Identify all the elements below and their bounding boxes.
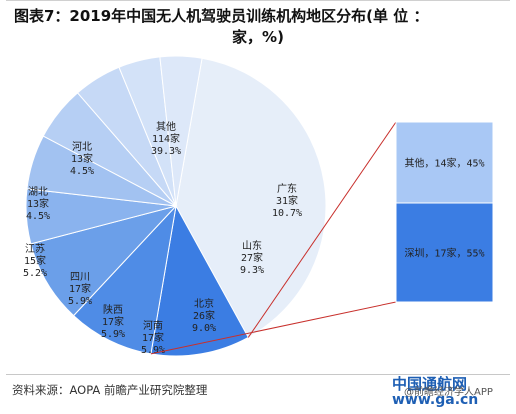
slice-label-0: 其他 114家 39.3% bbox=[151, 120, 181, 157]
connector-line-0 bbox=[247, 121, 397, 338]
slice-label-1: 广东 31家 10.7% bbox=[272, 182, 302, 219]
pie-slice-2 bbox=[72, 204, 177, 355]
slice-label-9: 河北 13家 4.5% bbox=[70, 141, 94, 177]
breakdown-label-1: 深圳，17家，55% bbox=[404, 247, 484, 260]
slice-label-8: 湖北 13家 4.5% bbox=[26, 186, 50, 222]
slice-label-4: 河南 17家 5.9% bbox=[141, 319, 165, 356]
pie-slice-1 bbox=[150, 204, 249, 357]
slice-label-5: 陕西 17家 5.9% bbox=[101, 303, 125, 340]
source-note: 资料来源：AOPA 前瞻产业研究院整理 bbox=[12, 383, 208, 397]
watermark-url: www.ga.cn bbox=[392, 392, 479, 408]
breakdown-label-0: 其他，14家，45% bbox=[404, 157, 484, 170]
pie-slice-9 bbox=[159, 55, 203, 207]
pie-slice-3 bbox=[30, 205, 178, 317]
chart-title-line1: 图表7：2019年中国无人机驾驶员训练机构地区分布(单 位 ： bbox=[14, 7, 429, 25]
bottom-rule bbox=[6, 374, 510, 375]
breakdown-bar: 其他，14家，45% 深圳，17家，55% bbox=[395, 121, 494, 303]
watermark-app-name: @前瞻经济学人APP bbox=[404, 387, 493, 398]
pie-labels: 其他 114家 39.3% 广东 31家 10.7% 山东 27家 9.3% 北京 26家 9.0% 河… bbox=[23, 120, 302, 356]
breakdown-connectors bbox=[150, 121, 397, 355]
top-rule bbox=[6, 0, 510, 1]
breakdown-segment-1 bbox=[395, 202, 494, 303]
watermark-site-name: 中国通航网 bbox=[392, 375, 468, 393]
slice-label-3: 北京 26家 9.0% bbox=[192, 297, 216, 334]
pie-slice-0 bbox=[175, 57, 327, 339]
chart-title-line2: 家，%) bbox=[232, 28, 284, 46]
slice-label-2: 山东 27家 9.3% bbox=[240, 239, 264, 276]
breakdown-segment-0 bbox=[395, 121, 494, 204]
chart-title: 图表7：2019年中国无人机驾驶员训练机构地区分布(单 位 ： 家，%) bbox=[14, 6, 502, 48]
slice-label-7: 江苏 15家 5.2% bbox=[23, 242, 47, 279]
slice-label-6: 四川 17家 5.9% bbox=[68, 272, 92, 307]
pie-slices bbox=[25, 55, 327, 357]
connector-line-1 bbox=[150, 301, 397, 355]
